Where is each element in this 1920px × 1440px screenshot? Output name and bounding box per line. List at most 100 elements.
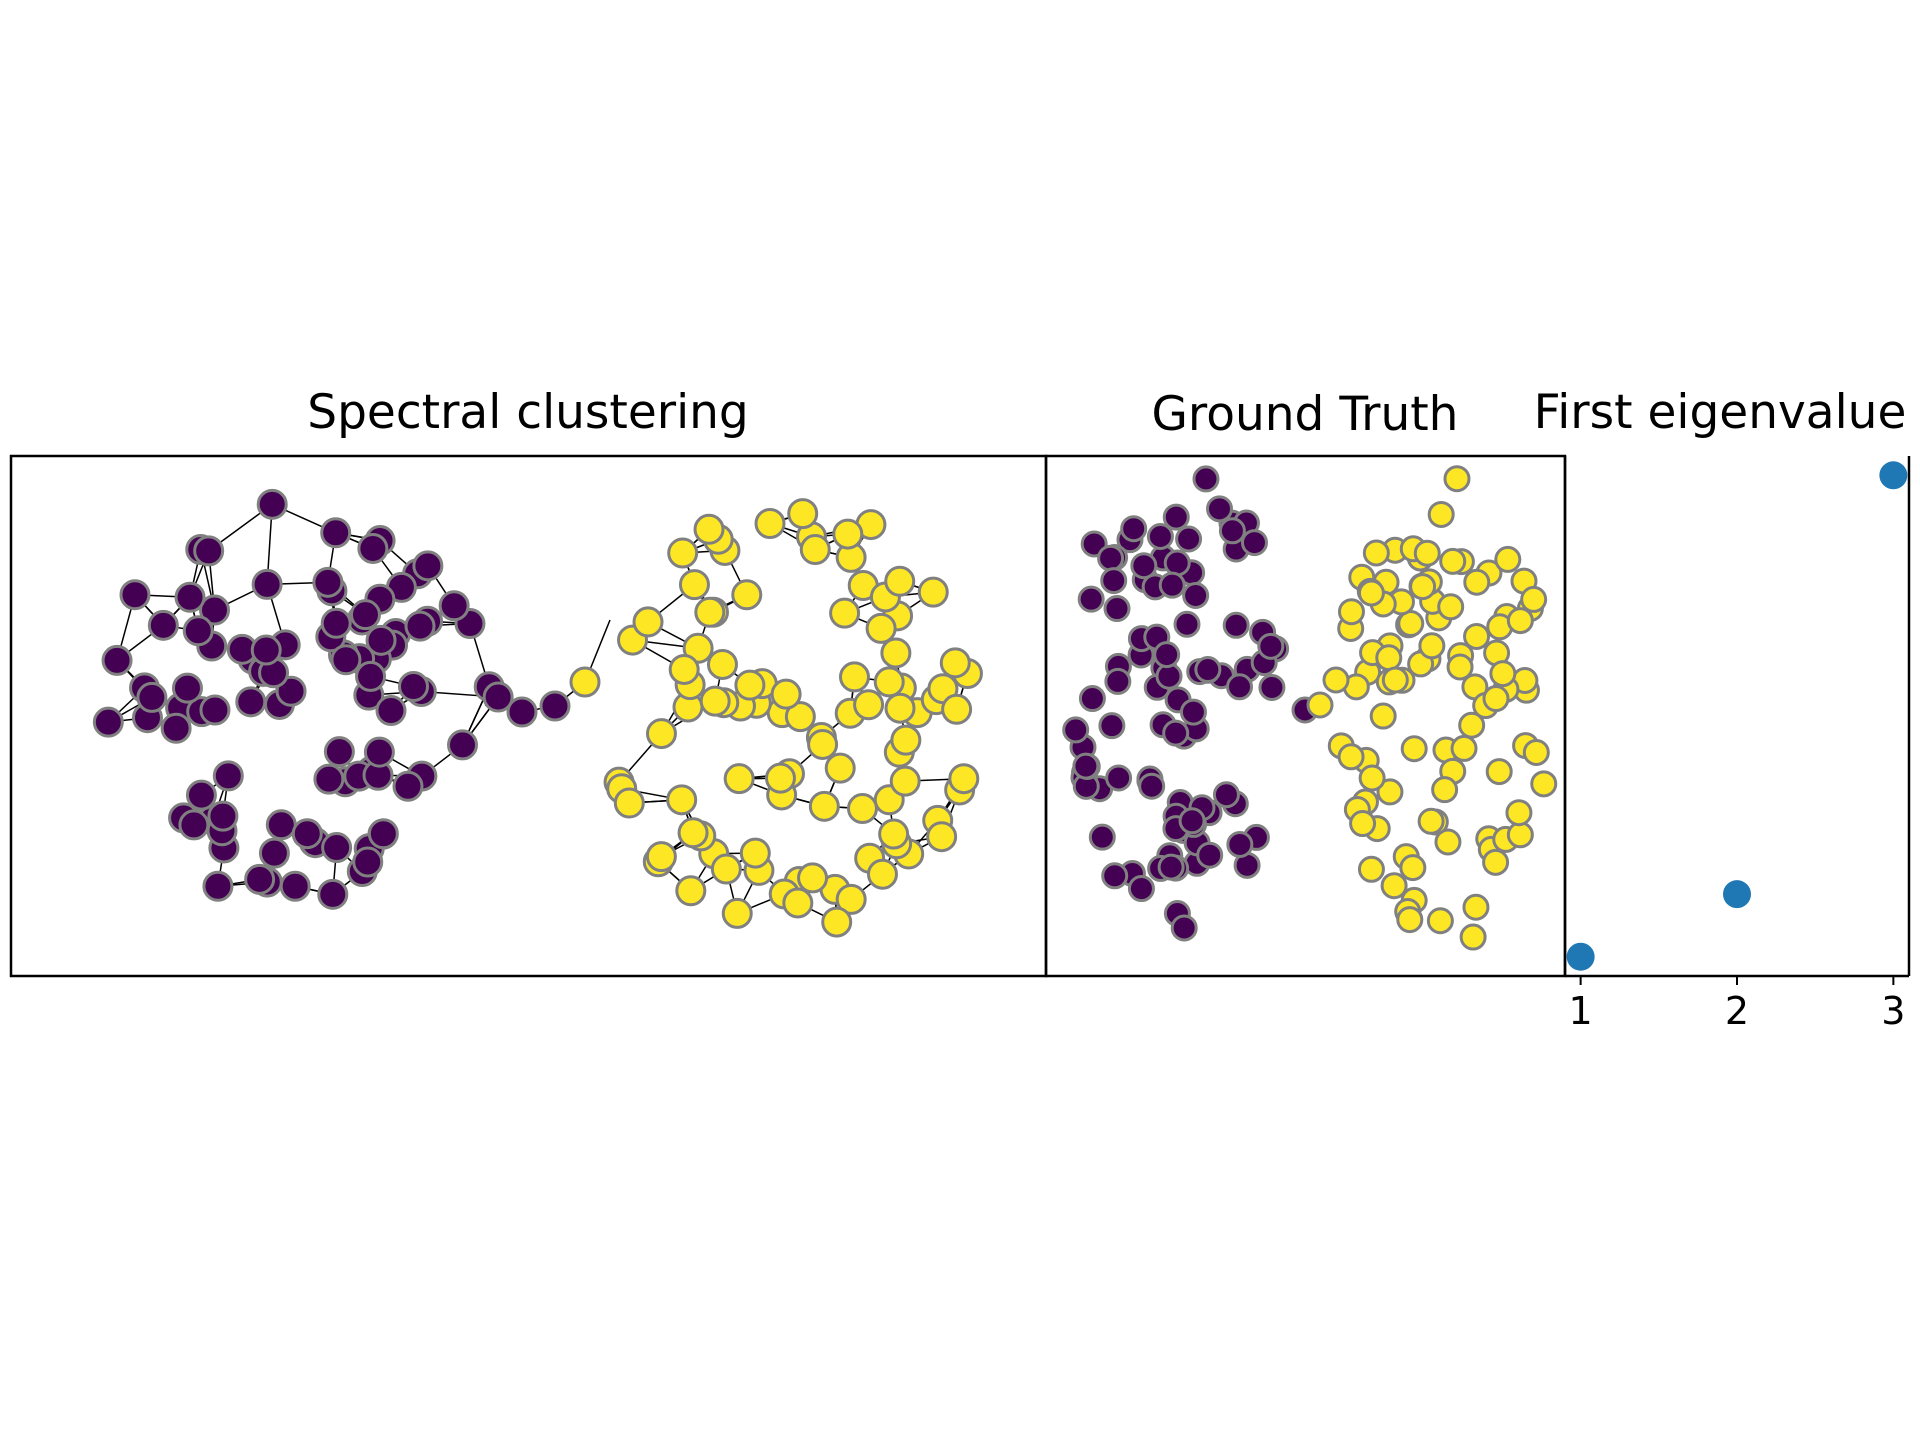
node-cluster-b <box>723 763 755 795</box>
node-cluster-b <box>694 596 726 628</box>
node-cluster-b <box>1482 848 1510 876</box>
node-cluster-a <box>506 696 538 728</box>
node-cluster-b <box>682 632 714 664</box>
node-cluster-b <box>613 787 645 819</box>
node-cluster-a <box>1103 595 1131 623</box>
node-cluster-a <box>357 532 389 564</box>
eigen-point <box>1566 942 1595 971</box>
node-cluster-b <box>1337 743 1365 771</box>
node-cluster-b <box>890 724 922 756</box>
node-cluster-a <box>313 763 345 795</box>
node-cluster-b <box>667 537 699 569</box>
node-cluster-a <box>1182 582 1210 610</box>
node-cluster-a <box>250 634 282 666</box>
node-cluster-b <box>797 862 829 894</box>
xtick-label: 2 <box>1725 989 1749 1033</box>
node-cluster-b <box>939 647 971 679</box>
node-cluster-b <box>1489 660 1517 688</box>
node-cluster-b <box>808 790 840 822</box>
node-cluster-a <box>1212 781 1240 809</box>
node-cluster-b <box>1396 906 1424 934</box>
node-cluster-a <box>1100 567 1128 595</box>
node-cluster-b <box>838 661 870 693</box>
node-cluster-b <box>1450 734 1478 762</box>
node-cluster-b <box>835 883 867 915</box>
node-cluster-b <box>824 752 856 784</box>
node-cluster-b <box>1322 666 1350 694</box>
node-cluster-b <box>1399 854 1427 882</box>
ground-truth-nodes <box>1062 465 1558 951</box>
node-cluster-b <box>666 784 698 816</box>
node-cluster-a <box>317 878 349 910</box>
xtick-label: 1 <box>1569 989 1593 1033</box>
node-cluster-a <box>349 599 381 631</box>
node-cluster-a <box>367 818 399 850</box>
node-cluster-b <box>1400 735 1428 763</box>
node-cluster-b <box>1437 593 1465 621</box>
node-cluster-b <box>675 875 707 907</box>
node-cluster-b <box>1418 632 1446 660</box>
node-cluster-a <box>1257 632 1285 660</box>
node-cluster-b <box>699 685 731 717</box>
node-cluster-b <box>734 669 766 701</box>
node-cluster-a <box>392 770 424 802</box>
node-cluster-a <box>1218 517 1246 545</box>
node-cluster-a <box>1175 525 1203 553</box>
node-cluster-b <box>1375 644 1403 672</box>
node-cluster-b <box>1434 828 1462 856</box>
node-cluster-b <box>731 579 763 611</box>
node-cluster-a <box>174 581 206 613</box>
node-cluster-b <box>1349 810 1377 838</box>
node-cluster-b <box>1439 547 1467 575</box>
node-cluster-a <box>1170 914 1198 942</box>
node-cluster-a <box>1226 673 1254 701</box>
node-cluster-a <box>1104 667 1132 695</box>
node-cluster-b <box>884 692 916 724</box>
node-cluster-b <box>1482 685 1510 713</box>
node-cluster-a <box>1130 552 1158 580</box>
node-cluster-a <box>482 681 514 713</box>
node-cluster-a <box>321 832 353 864</box>
node-cluster-a <box>258 837 290 869</box>
node-cluster-a <box>182 615 214 647</box>
node-cluster-b <box>1520 585 1548 613</box>
node-cluster-b <box>1362 539 1390 567</box>
node-cluster-a <box>1222 611 1250 639</box>
node-cluster-a <box>1162 503 1190 531</box>
node-cluster-a <box>352 846 384 878</box>
node-cluster-b <box>784 701 816 733</box>
title-ground-truth: Ground Truth <box>1152 387 1459 442</box>
node-cluster-a <box>404 610 436 642</box>
node-cluster-b <box>1431 776 1459 804</box>
node-cluster-a <box>185 779 217 811</box>
node-cluster-a <box>244 863 276 895</box>
node-cluster-b <box>865 612 897 644</box>
node-cluster-a <box>256 488 288 520</box>
node-cluster-a <box>1157 853 1185 881</box>
node-cluster-b <box>878 818 910 850</box>
node-cluster-b <box>693 513 725 545</box>
node-cluster-b <box>1505 799 1533 827</box>
node-cluster-a <box>1105 764 1133 792</box>
node-cluster-b <box>941 693 973 725</box>
node-cluster-b <box>1380 872 1408 900</box>
node-cluster-a <box>1097 544 1125 572</box>
node-cluster-a <box>199 694 231 726</box>
node-cluster-a <box>355 660 387 692</box>
node-cluster-a <box>1101 862 1129 890</box>
node-cluster-a <box>1240 529 1268 557</box>
node-cluster-b <box>632 606 664 638</box>
node-cluster-a <box>160 712 192 744</box>
node-cluster-a <box>365 624 397 656</box>
node-cluster-a <box>235 686 267 718</box>
node-cluster-a <box>320 517 352 549</box>
node-cluster-a <box>312 566 344 598</box>
title-first-eigenvalue: First eigenvalue <box>1534 385 1907 440</box>
node-cluster-b <box>1426 907 1454 935</box>
node-cluster-b <box>787 498 819 530</box>
node-cluster-a <box>147 609 179 641</box>
node-cluster-b <box>1522 738 1550 766</box>
node-cluster-a <box>1088 823 1116 851</box>
node-cluster-b <box>880 637 912 669</box>
node-cluster-b <box>1427 500 1455 528</box>
